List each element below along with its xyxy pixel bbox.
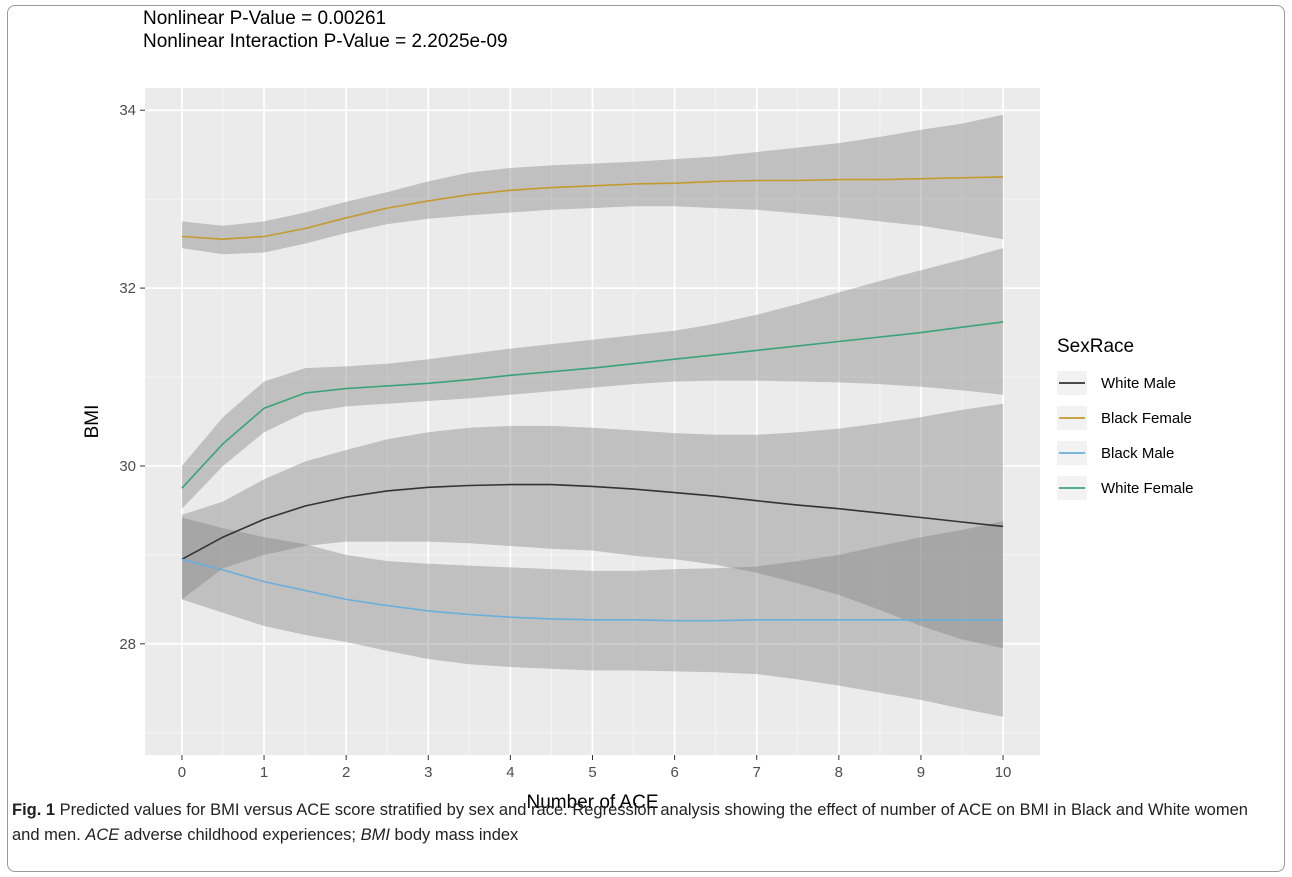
x-tick-label: 2 xyxy=(342,764,350,781)
series-line xyxy=(181,483,1004,561)
legend-label: Black Male xyxy=(1101,445,1174,462)
confidence-band xyxy=(181,403,1004,649)
legend-title: SexRace xyxy=(1057,336,1134,357)
chart-subtitle-nonlinear-p: Nonlinear P-Value = 0.00261 xyxy=(143,8,387,29)
x-tick-label: 4 xyxy=(506,764,514,781)
figure-caption: Fig. 1 Predicted values for BMI versus A… xyxy=(12,798,1280,848)
legend-label: White Female xyxy=(1101,480,1194,497)
x-tick-label: 8 xyxy=(835,764,843,781)
x-tick-label: 1 xyxy=(260,764,268,781)
caption-label: Fig. 1 xyxy=(12,801,56,819)
series-line xyxy=(181,176,1004,241)
confidence-band xyxy=(181,517,1004,717)
confidence-band xyxy=(181,248,1004,509)
caption-abbr-bmi: BMI xyxy=(360,826,390,844)
caption-text: Predicted values for BMI versus ACE scor… xyxy=(12,801,1248,844)
caption-def-bmi: body mass index xyxy=(389,826,519,844)
series-line xyxy=(181,321,1004,489)
legend-label: White Male xyxy=(1101,375,1176,392)
legend-label: Black Female xyxy=(1101,410,1192,427)
y-tick-label: 32 xyxy=(119,280,136,297)
x-axis-title: Number of ACE xyxy=(527,792,659,813)
y-tick-label: 28 xyxy=(119,636,136,653)
x-tick-label: 5 xyxy=(588,764,596,781)
y-axis-title: BMI xyxy=(82,405,103,439)
series-line xyxy=(181,558,1004,622)
x-tick-label: 3 xyxy=(424,764,432,781)
y-tick-label: 34 xyxy=(119,102,136,119)
x-tick-label: 10 xyxy=(995,764,1012,781)
x-tick-label: 6 xyxy=(670,764,678,781)
x-tick-label: 7 xyxy=(753,764,761,781)
confidence-band xyxy=(181,114,1004,255)
caption-def-ace: adverse childhood experiences; xyxy=(119,826,361,844)
x-tick-label: 0 xyxy=(178,764,186,781)
y-tick-label: 30 xyxy=(119,458,136,475)
chart-subtitle-interaction-p: Nonlinear Interaction P-Value = 2.2025e-… xyxy=(143,31,508,52)
caption-abbr-ace: ACE xyxy=(85,826,120,844)
x-tick-label: 9 xyxy=(917,764,925,781)
